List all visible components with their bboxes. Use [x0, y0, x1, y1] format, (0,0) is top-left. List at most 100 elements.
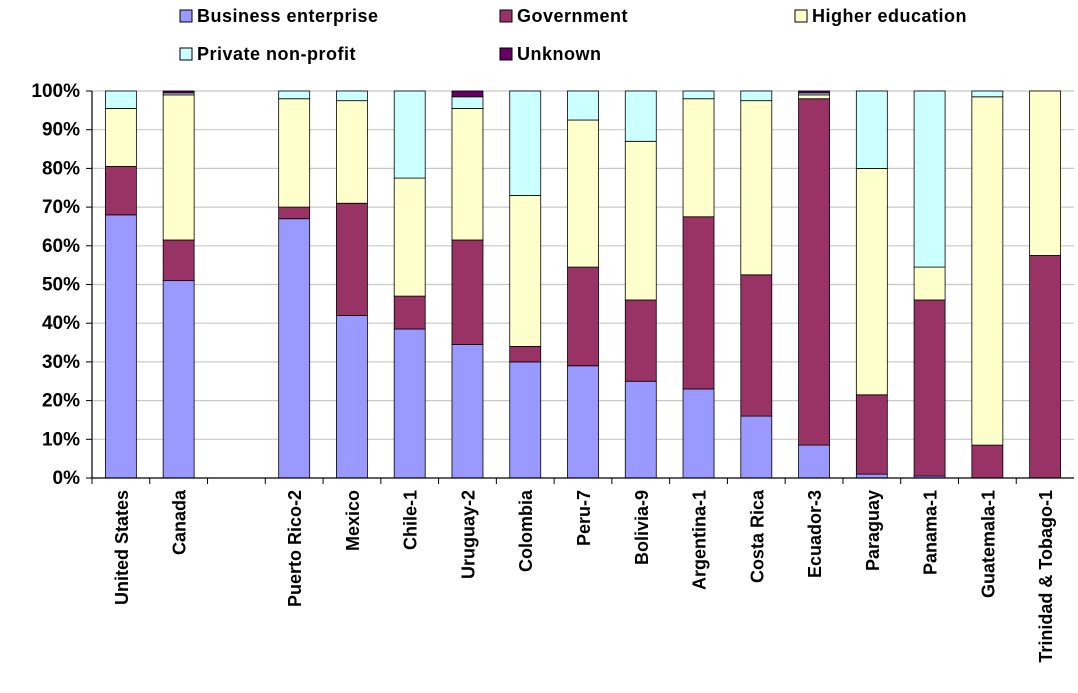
y-tick-label-70: 70% [42, 197, 80, 218]
bar-segment-united-states-higher-education [104, 108, 137, 167]
legend-label-unknown: Unknown [517, 44, 602, 64]
bar-segment-argentina-1-business-enterprise [682, 388, 715, 479]
bar-segment-colombia-business-enterprise [509, 361, 542, 479]
bar-segment-costa-rica-higher-education [740, 100, 773, 276]
bar-segment-bolivia-9-government [624, 299, 657, 382]
bar-segment-colombia-government [509, 346, 542, 363]
bar-segment-canada-government [162, 239, 195, 282]
bar-segment-chile-1-government [393, 295, 426, 330]
y-tick-label-50: 50% [42, 275, 80, 296]
x-label-united-states: United States [112, 490, 132, 605]
x-label-trinidad-tobago-1: Trinidad & Tobago-1 [1036, 490, 1056, 663]
bar-segment-united-states-private-non-profit [104, 90, 137, 109]
legend-swatch-private-non-profit [179, 47, 193, 61]
bar-segment-ecuador-3-unknown [798, 90, 830, 94]
bar-segment-peru-7-private-non-profit [567, 90, 599, 121]
legend-label-business-enterprise: Business enterprise [197, 6, 379, 26]
legend-label-government: Government [517, 6, 628, 26]
bar-segment-bolivia-9-higher-education [624, 140, 657, 301]
bar-segment-canada-unknown [162, 90, 195, 94]
bar-segment-uruguay-2-higher-education [451, 108, 484, 241]
y-tick-label-0: 0% [53, 468, 81, 489]
x-axis-labels: United States Canada Puerto Rico-2 Mexico Ch… [112, 489, 1056, 663]
legend-swatch-government [499, 9, 513, 23]
bar-segment-united-states-business-enterprise [104, 214, 137, 479]
legend-swatch-business-enterprise [179, 9, 193, 23]
bar-segment-guatemala-1-government [971, 444, 1004, 479]
bars [104, 90, 1062, 479]
bar-segment-mexico-higher-education [336, 100, 368, 204]
legend-item-government: Government [499, 6, 628, 26]
x-label-panama-1: Panama-1 [921, 490, 941, 575]
bar-segment-guatemala-1-higher-education [971, 96, 1004, 446]
bar-segment-puerto-rico-2-business-enterprise [278, 218, 311, 479]
bar-segment-colombia-higher-education [509, 195, 542, 347]
legend-swatch-higher-education [794, 9, 808, 23]
y-tick-label-30: 30% [42, 352, 80, 373]
bar-segment-colombia-private-non-profit [509, 90, 542, 196]
bar-segment-chile-1-private-non-profit [393, 90, 426, 179]
bar-segment-costa-rica-business-enterprise [740, 415, 773, 479]
bar-segment-uruguay-2-business-enterprise [451, 344, 484, 479]
legend-item-higher-education: Higher education [794, 6, 967, 26]
bar-segment-ecuador-3-business-enterprise [798, 444, 830, 479]
bar-segment-canada-business-enterprise [162, 280, 195, 479]
x-label-argentina-1: Argentina-1 [690, 490, 710, 590]
legend-item-business-enterprise: Business enterprise [179, 6, 379, 26]
bar-segment-costa-rica-private-non-profit [740, 90, 773, 102]
bar-segment-ecuador-3-government [798, 98, 830, 446]
y-tick-label-90: 90% [42, 120, 80, 141]
y-tick-label-20: 20% [42, 391, 80, 412]
legend-label-private-non-profit: Private non-profit [197, 44, 356, 64]
bar-segment-paraguay-government [855, 394, 888, 475]
y-tick-label-40: 40% [42, 313, 80, 334]
x-label-ecuador-3: Ecuador-3 [805, 490, 825, 578]
bar-segment-mexico-private-non-profit [336, 90, 368, 102]
bar-segment-canada-higher-education [162, 94, 195, 241]
x-label-paraguay: Paraguay [863, 490, 883, 571]
bar-segment-panama-1-higher-education [913, 266, 946, 301]
legend-swatch-unknown [499, 47, 513, 61]
x-label-bolivia-9: Bolivia-9 [632, 490, 652, 565]
bar-segment-mexico-business-enterprise [336, 315, 368, 479]
legend-item-private-non-profit: Private non-profit [179, 44, 356, 64]
y-tick-label-10: 10% [42, 429, 80, 450]
bar-segment-ecuador-3-higher-education [798, 94, 830, 100]
bar-segment-guatemala-1-private-non-profit [971, 90, 1004, 98]
x-label-chile-1: Chile-1 [401, 490, 421, 550]
bar-segment-paraguay-private-non-profit [855, 90, 888, 169]
x-label-colombia: Colombia [516, 489, 536, 572]
bar-segment-chile-1-business-enterprise [393, 328, 426, 479]
bar-segment-uruguay-2-unknown [451, 90, 484, 98]
x-label-puerto-rico-2: Puerto Rico-2 [285, 490, 305, 607]
legend: Business enterprise Government Higher educ… [179, 6, 967, 64]
x-label-mexico: Mexico [343, 490, 363, 551]
legend-item-unknown: Unknown [499, 44, 602, 64]
bar-segment-bolivia-9-business-enterprise [624, 380, 657, 479]
y-tick-label-100: 100% [31, 81, 80, 102]
bar-segment-paraguay-higher-education [855, 167, 888, 396]
bar-segment-puerto-rico-2-government [278, 206, 311, 220]
bar-segment-uruguay-2-private-non-profit [451, 96, 484, 109]
bar-segment-mexico-government [336, 202, 368, 316]
legend-label-higher-education: Higher education [812, 6, 967, 26]
bar-segment-bolivia-9-private-non-profit [624, 90, 657, 142]
bar-segment-puerto-rico-2-private-non-profit [278, 90, 311, 100]
bar-segment-trinidad-tobago-1-higher-education [1029, 90, 1062, 256]
bar-segment-panama-1-government [913, 299, 946, 477]
bar-segment-peru-7-government [567, 266, 599, 367]
bar-segment-argentina-1-government [682, 216, 715, 390]
x-label-peru-7: Peru-7 [574, 490, 594, 546]
x-label-costa-rica: Costa Rica [747, 489, 767, 583]
bar-segment-trinidad-tobago-1-government [1029, 255, 1062, 479]
bar-segment-puerto-rico-2-higher-education [278, 98, 311, 208]
y-tick-label-60: 60% [42, 236, 80, 257]
y-axis-ticks: 0% 10% 20% 30% 40% 50% 60% 70% 80% 90% 100% [31, 81, 92, 489]
x-label-guatemala-1: Guatemala-1 [978, 490, 998, 598]
x-label-uruguay-2: Uruguay-2 [458, 490, 478, 579]
bar-segment-argentina-1-private-non-profit [682, 90, 715, 100]
y-tick-label-80: 80% [42, 158, 80, 179]
bar-segment-uruguay-2-government [451, 239, 484, 345]
